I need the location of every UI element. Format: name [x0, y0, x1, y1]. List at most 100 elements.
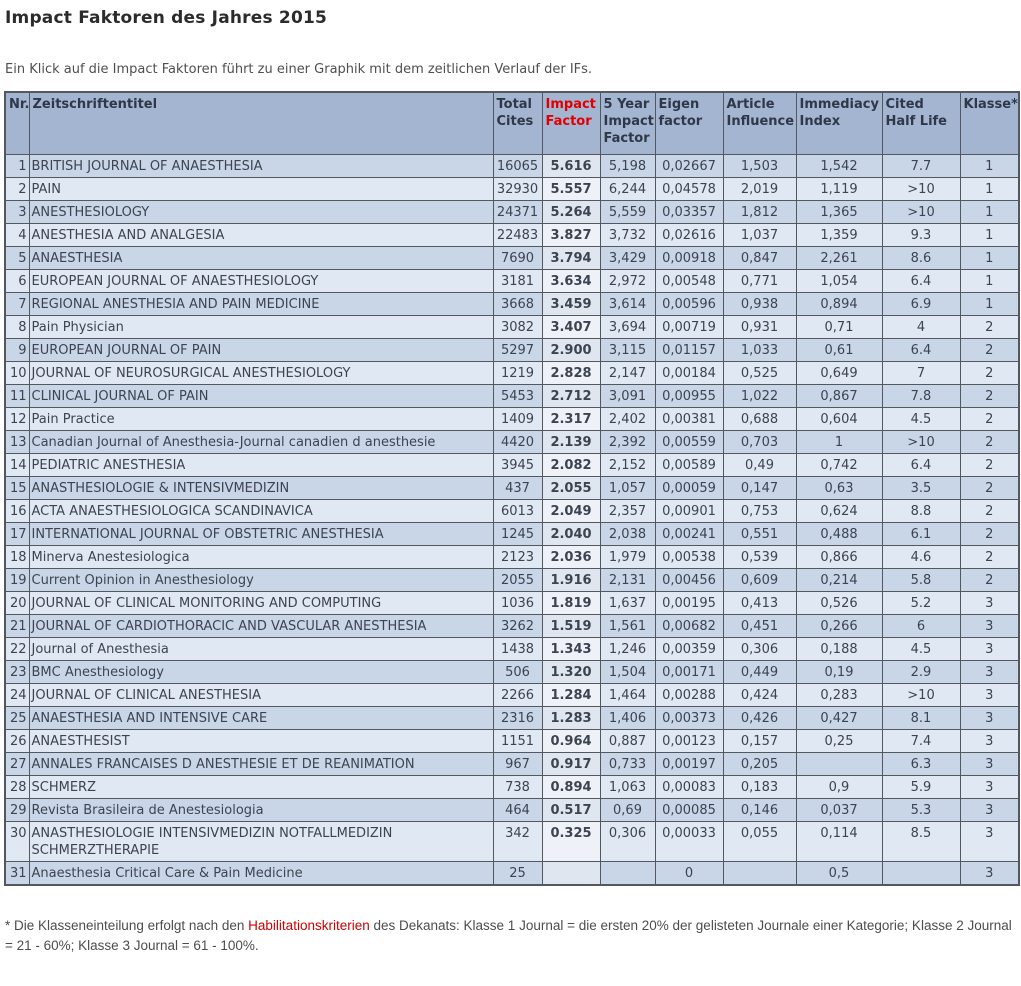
five-year-impact-factor-value: 3,614 — [599, 291, 656, 316]
cited-half-life-value: 6.4 — [881, 268, 961, 293]
impact-factor-link[interactable]: 5.264 — [541, 199, 601, 224]
impact-factor-link[interactable]: 3.827 — [541, 222, 601, 247]
total-cites-value: 2123 — [492, 544, 543, 569]
impact-factor-link[interactable]: 5.616 — [541, 153, 601, 178]
klasse-value: 1 — [959, 222, 1020, 247]
row-number: 25 — [4, 705, 30, 730]
impact-factor-link[interactable]: 0.517 — [541, 797, 601, 822]
row-number: 1 — [4, 153, 30, 178]
impact-factor-link[interactable]: 3.407 — [541, 314, 601, 339]
table-row: 20 JOURNAL OF CLINICAL MONITORING AND COM… — [4, 590, 1020, 615]
impact-factor-link[interactable]: 3.459 — [541, 291, 601, 316]
journal-title: JOURNAL OF CLINICAL MONITORING AND COMPU… — [28, 590, 494, 615]
impact-factor-link[interactable]: 2.055 — [541, 475, 601, 500]
impact-factor-link[interactable]: 0.964 — [541, 728, 601, 753]
impact-factor-link[interactable]: 1.343 — [541, 636, 601, 661]
eigenfactor-value: 0,00184 — [654, 360, 724, 385]
eigenfactor-value: 0,00901 — [654, 498, 724, 523]
impact-factor-link[interactable]: 2.900 — [541, 337, 601, 362]
article-influence-value: 0,525 — [722, 360, 797, 385]
row-number: 12 — [4, 406, 30, 431]
article-influence-value: 0,424 — [722, 682, 797, 707]
cited-half-life-value: >10 — [881, 682, 961, 707]
five-year-impact-factor-value: 1,504 — [599, 659, 656, 684]
cited-half-life-value: 4.6 — [881, 544, 961, 569]
impact-factor-link[interactable]: 2.036 — [541, 544, 601, 569]
impact-factor-link[interactable]: 0.917 — [541, 751, 601, 776]
impact-factor-link[interactable]: 1.320 — [541, 659, 601, 684]
klasse-value: 3 — [959, 774, 1020, 799]
row-number: 24 — [4, 682, 30, 707]
immediacy-index-value: 0,25 — [795, 728, 883, 753]
total-cites-value: 1245 — [492, 521, 543, 546]
klasse-value: 2 — [959, 429, 1020, 454]
immediacy-index-value: 0,604 — [795, 406, 883, 431]
immediacy-index-value: 0,63 — [795, 475, 883, 500]
impact-factor-link[interactable]: 2.139 — [541, 429, 601, 454]
column-header-article-influence: Article Influence — [722, 91, 797, 155]
journal-title: CLINICAL JOURNAL OF PAIN — [28, 383, 494, 408]
klasse-value: 3 — [959, 705, 1020, 730]
immediacy-index-value: 0,9 — [795, 774, 883, 799]
table-row: 14 PEDIATRIC ANESTHESIA 3945 2.082 2,152 0,00… — [4, 452, 1020, 477]
journal-title: EUROPEAN JOURNAL OF PAIN — [28, 337, 494, 362]
klasse-value: 2 — [959, 314, 1020, 339]
impact-factor-link[interactable]: 3.794 — [541, 245, 601, 270]
cited-half-life-value: 2.9 — [881, 659, 961, 684]
impact-factor-link[interactable]: 2.049 — [541, 498, 601, 523]
impact-factor-link[interactable]: 3.634 — [541, 268, 601, 293]
impact-factor-link[interactable]: 1.519 — [541, 613, 601, 638]
immediacy-index-value: 1,365 — [795, 199, 883, 224]
table-row: 23 BMC Anesthesiology 506 1.320 1,504 0,00171… — [4, 659, 1020, 684]
immediacy-index-value: 1 — [795, 429, 883, 454]
cited-half-life-value: 5.9 — [881, 774, 961, 799]
impact-factor-link[interactable]: 1.283 — [541, 705, 601, 730]
habilitationskriterien-link[interactable]: Habilitationskriterien — [248, 917, 370, 933]
impact-factor-link[interactable]: 1.284 — [541, 682, 601, 707]
table-row: 28 SCHMERZ 738 0.894 1,063 0,00083 0,183 0,9 5.9… — [4, 774, 1020, 799]
eigenfactor-value: 0,00955 — [654, 383, 724, 408]
klasse-value: 2 — [959, 337, 1020, 362]
impact-factor-link[interactable]: 2.040 — [541, 521, 601, 546]
table-row: 2 PAIN 32930 5.557 6,244 0,04578 2,019 1,119 >10… — [4, 176, 1020, 201]
immediacy-index-value: 0,867 — [795, 383, 883, 408]
klasse-value: 3 — [959, 820, 1020, 862]
impact-factor-link[interactable]: 2.712 — [541, 383, 601, 408]
cited-half-life-value: 5.2 — [881, 590, 961, 615]
impact-factor-link[interactable]: 1.916 — [541, 567, 601, 592]
total-cites-value: 4420 — [492, 429, 543, 454]
table-row: 18 Minerva Anestesiologica 2123 2.036 1,979 0… — [4, 544, 1020, 569]
immediacy-index-value: 0,427 — [795, 705, 883, 730]
impact-factor-link[interactable]: 5.557 — [541, 176, 601, 201]
five-year-impact-factor-value: 2,972 — [599, 268, 656, 293]
five-year-impact-factor-value: 2,131 — [599, 567, 656, 592]
impact-factor-link[interactable]: 1.819 — [541, 590, 601, 615]
impact-factor-link[interactable]: 2.082 — [541, 452, 601, 477]
article-influence-value: 0,49 — [722, 452, 797, 477]
total-cites-value: 3668 — [492, 291, 543, 316]
article-influence-value: 0,703 — [722, 429, 797, 454]
impact-factor-link[interactable]: 0.894 — [541, 774, 601, 799]
table-row: 1 BRITISH JOURNAL OF ANAESTHESIA 16065 5.61… — [4, 153, 1020, 178]
total-cites-value: 738 — [492, 774, 543, 799]
impact-factor-link[interactable]: 2.317 — [541, 406, 601, 431]
journal-title: BRITISH JOURNAL OF ANAESTHESIA — [28, 153, 494, 178]
impact-factor-link[interactable]: 2.828 — [541, 360, 601, 385]
eigenfactor-value: 0,03357 — [654, 199, 724, 224]
klasse-value: 2 — [959, 452, 1020, 477]
immediacy-index-value: 0,266 — [795, 613, 883, 638]
eigenfactor-value: 0,00456 — [654, 567, 724, 592]
impact-factor-link[interactable]: 0.325 — [541, 820, 601, 862]
total-cites-value: 3181 — [492, 268, 543, 293]
klasse-value: 2 — [959, 544, 1020, 569]
column-header-immediacy-index: Immediacy Index — [795, 91, 883, 155]
row-number: 28 — [4, 774, 30, 799]
journal-title: JOURNAL OF CARDIOTHORACIC AND VASCULAR A… — [28, 613, 494, 638]
page: Impact Faktoren des Jahres 2015 Ein Klic… — [4, 8, 1020, 953]
table-row: 31 Anaesthesia Critical Care & Pain Medic… — [4, 860, 1020, 885]
klasse-value: 2 — [959, 383, 1020, 408]
klasse-value: 2 — [959, 498, 1020, 523]
journal-title: ANAESTHESIA AND INTENSIVE CARE — [28, 705, 494, 730]
klasse-value: 3 — [959, 728, 1020, 753]
journal-title: Anaesthesia Critical Care & Pain Medicin… — [28, 860, 494, 885]
